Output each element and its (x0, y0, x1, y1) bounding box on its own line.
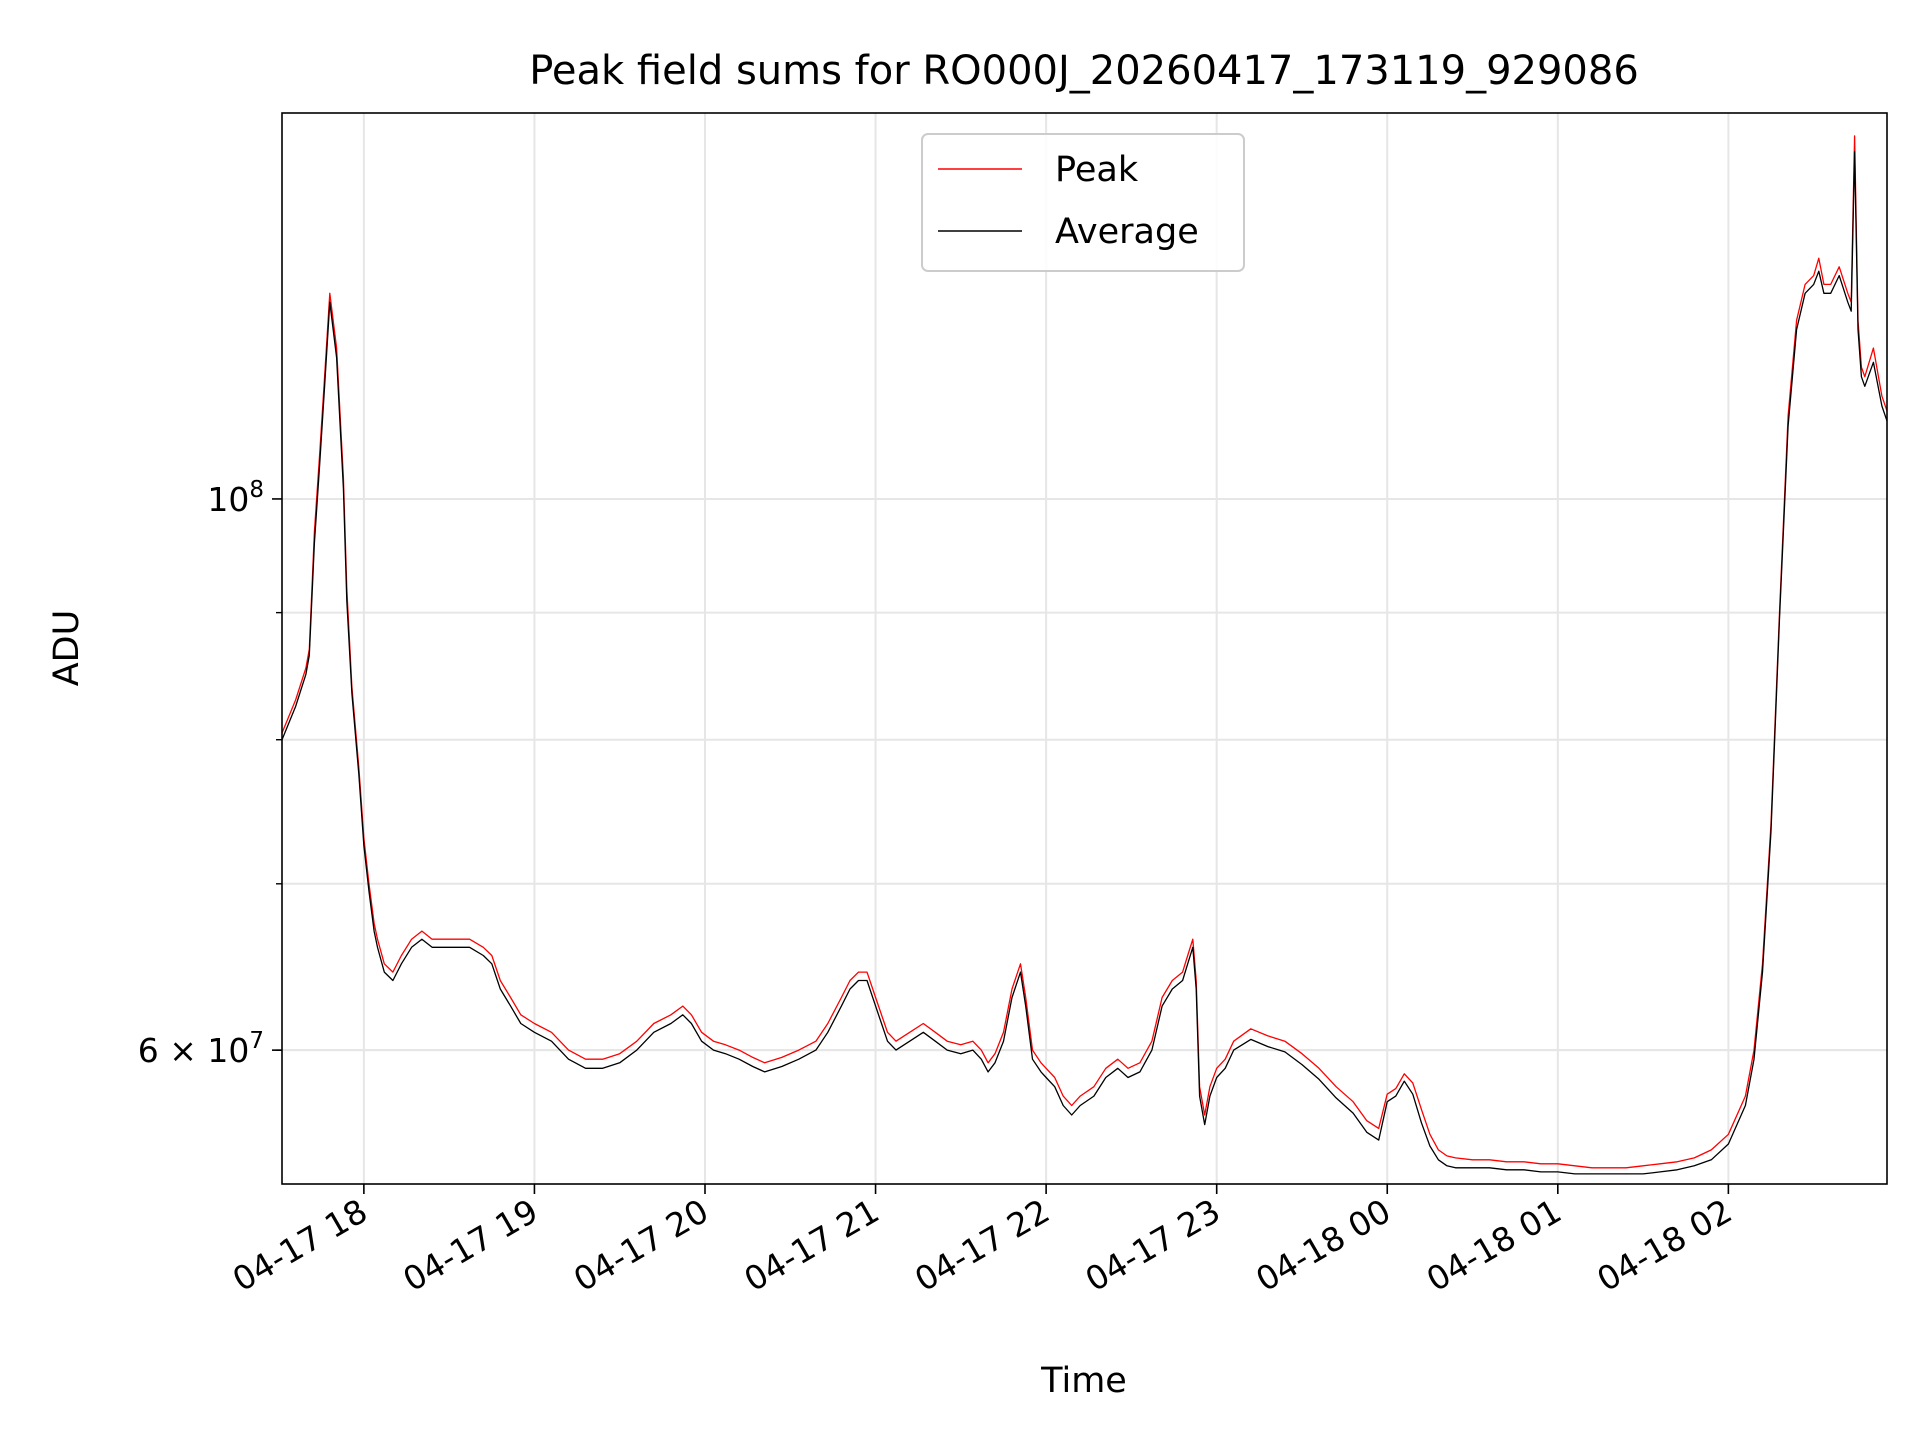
legend-label-average: Average (1055, 212, 1199, 252)
y-tick-label-exponent: 8 (249, 477, 264, 503)
legend-label-peak: Peak (1055, 150, 1139, 190)
y-axis-ticks: 6 × 107 108 (138, 477, 282, 1070)
y-tick-label-base: 6 × 10 (138, 1031, 250, 1070)
series-group (281, 135, 1888, 1175)
chart-title: Peak field sums for RO000J_20260417_1731… (529, 48, 1639, 94)
y-tick-label-base: 10 (207, 480, 249, 519)
grid (282, 113, 1887, 1184)
y-tick-label: 108 (207, 477, 264, 519)
legend: Peak Average (921, 133, 1245, 272)
x-axis-label: Time (1040, 1361, 1127, 1401)
series-line-peak (281, 135, 1888, 1169)
series-line-average (281, 150, 1888, 1175)
plot-frame (281, 112, 1888, 1185)
y-tick-label: 6 × 107 (138, 1028, 264, 1070)
y-axis-label: ADU (47, 610, 87, 687)
y-tick-label-exponent: 7 (249, 1028, 264, 1054)
